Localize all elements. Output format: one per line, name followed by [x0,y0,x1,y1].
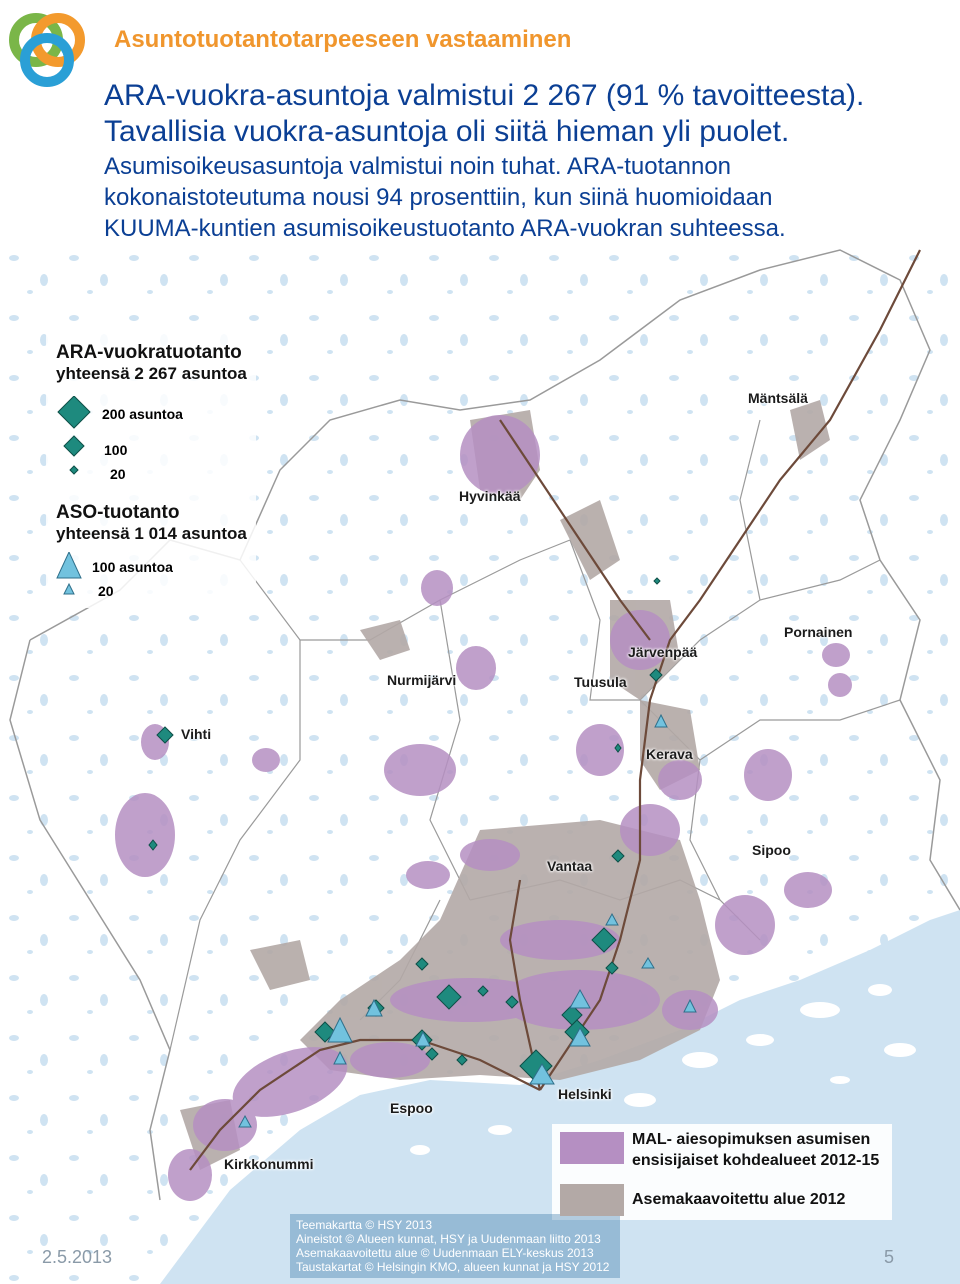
ara-marker [456,1054,468,1066]
ara-marker [614,743,622,753]
ara-size-100: 100 [104,442,128,458]
aso-marker [641,957,655,969]
asemakaava-label: Asemakaavoitettu alue 2012 [632,1191,846,1208]
aso-legend-total: yhteensä 1 014 asuntoa [56,524,247,543]
ara-marker [415,957,429,971]
aso-markers [238,713,697,1128]
map-credits: Teemakartta © HSY 2013 Aineistot © Aluee… [296,1218,609,1274]
ara-marker [505,995,519,1009]
ara-marker [156,726,174,744]
credit-line: Taustakartat © Helsingin KMO, alueen kun… [296,1260,610,1274]
legend-top-bg [46,334,256,608]
aso-marker [327,1016,353,1043]
ara-marker [611,849,625,863]
ara-legend-total: yhteensä 2 267 asuntoa [56,364,247,383]
aso-marker [365,998,383,1017]
page-number: 5 [884,1247,895,1267]
footer-date: 2.5.2013 [42,1247,113,1267]
diamond-small-icon [69,465,79,475]
ara-marker [591,927,617,953]
place-label-helsinki: Helsinki [558,1086,612,1102]
place-label-jarvenpaa: Järvenpää [628,644,698,660]
islands [410,984,916,1155]
lead-line-3: Asumisoikeusasuntoja valmistui noin tuha… [104,153,732,180]
place-label-kerava: Kerava [646,746,693,762]
aso-marker [238,1114,252,1128]
lead-line-5: KUUMA-kuntien asumisoikeustuotanto ARA-v… [104,215,786,242]
ara-legend-symbols [57,396,91,475]
lead-line-2: Tavallisia vuokra-asuntoja oli siitä hie… [104,115,790,148]
place-label-sipoo: Sipoo [752,842,791,858]
ara-marker [605,961,619,975]
place-label-nurmijarvi: Nurmijärvi [387,672,457,688]
aso-marker [569,988,591,1009]
ara-marker [649,668,663,682]
diamond-medium-icon [63,435,85,457]
mal-label-line-2: ensisijaiset kohdealueet 2012-15 [632,1152,880,1169]
ara-legend: ARA-vuokratuotanto yhteensä 2 267 asunto… [56,342,247,384]
lead-line-1: ARA-vuokra-asuntoja valmistui 2 267 (91 … [104,79,865,112]
aso-marker [415,1030,431,1047]
triangle-small-icon [63,582,75,595]
mal-label-line-1: MAL- aiesopimuksen asumisen [632,1131,871,1148]
place-label-vantaa: Vantaa [547,858,593,874]
aso-size-20: 20 [98,583,114,599]
credit-line: Asemakaavoitettu alue © Uudenmaan ELY-ke… [296,1246,594,1260]
place-label-vihti: Vihti [181,726,212,742]
place-label-pornainen: Pornainen [784,624,853,640]
ara-legend-title: ARA-vuokratuotanto [56,342,242,363]
aso-legend: ASO-tuotanto yhteensä 1 014 asuntoa [56,502,247,544]
aso-marker [683,998,697,1013]
diamond-large-icon [57,396,91,429]
aso-size-100: 100 asuntoa [92,559,173,575]
rail-lines [189,249,921,1171]
aso-legend-symbols [56,552,82,595]
aso-marker [654,713,668,728]
triangle-large-icon [56,552,82,579]
asemakaava-swatch [560,1184,624,1216]
ara-marker [436,984,462,1010]
place-label-kirkkonummi: Kirkkonummi [224,1156,314,1172]
lead-line-4: kokonaistoteutuma nousi 94 prosenttiin, … [104,184,773,211]
ara-marker [148,839,158,851]
ara-marker [425,1047,439,1061]
aso-legend-title: ASO-tuotanto [56,502,180,523]
map-canvas [0,240,960,1284]
logo-icon [9,13,85,87]
place-label-mantsala: Mäntsälä [748,390,808,406]
lead-text: ARA-vuokra-asuntoja valmistui 2 267 (91 … [104,78,864,243]
place-label-espoo: Espoo [390,1100,433,1116]
ara-size-20: 20 [110,466,126,482]
ara-size-200: 200 asuntoa [102,406,183,422]
place-label-hyvinkaa: Hyvinkää [459,488,521,504]
mal-swatch [560,1132,624,1164]
credit-line: Teemakartta © HSY 2013 [296,1218,433,1232]
ara-marker [653,577,661,585]
slide-title: Asuntotuotantotarpeeseen vastaaminen [114,26,572,53]
aso-marker [569,1026,591,1047]
aso-marker [333,1050,347,1065]
aso-marker [605,912,619,926]
ara-marker [477,985,489,997]
credit-line: Aineistot © Alueen kunnat, HSY ja Uudenm… [296,1232,601,1246]
region-outline [9,249,960,1201]
credits-bg [290,1214,620,1278]
aso-marker [529,1063,555,1085]
place-label-tuusula: Tuusula [574,674,627,690]
